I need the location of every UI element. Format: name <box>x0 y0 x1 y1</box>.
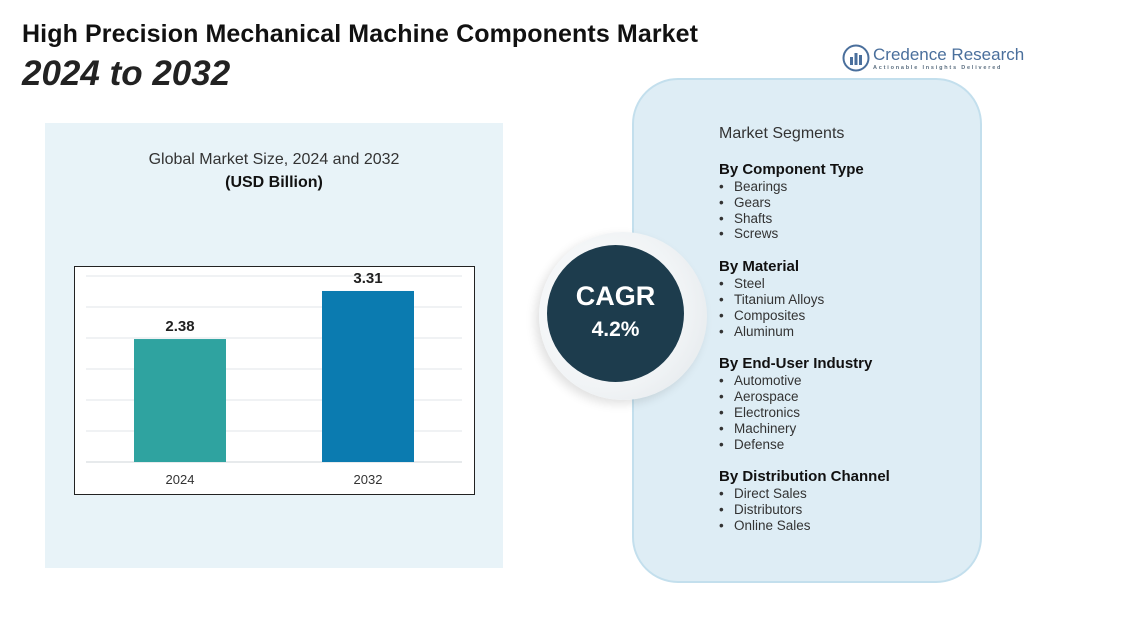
segment-item: Automotive <box>719 373 979 389</box>
segment-group-title: By Material <box>719 258 800 276</box>
bar-2024 <box>134 339 226 462</box>
logo-tagline: Actionable Insights Delivered <box>873 65 1003 71</box>
segment-item: Aluminum <box>719 324 979 340</box>
market-size-chart-panel: Global Market Size, 2024 and 2032 (USD B… <box>45 123 503 568</box>
market-segments-list: Market Segments By Component TypeBearing… <box>719 125 979 550</box>
segment-item: Machinery <box>719 421 979 437</box>
data-label: 2.38 <box>165 318 194 335</box>
segment-item: Electronics <box>719 405 979 421</box>
cagr-value: 4.2% <box>591 318 640 341</box>
page-title: High Precision Mechanical Machine Compon… <box>22 20 699 48</box>
segment-group: By Distribution ChannelDirect SalesDistr… <box>719 468 979 533</box>
page-subtitle-years: 2024 to 2032 <box>22 54 231 93</box>
credence-research-logo[interactable]: Credence Research Actionable Insights De… <box>842 44 1025 74</box>
data-label: 3.31 <box>353 270 382 287</box>
chart-title: Global Market Size, 2024 and 2032 <box>148 151 400 168</box>
segment-group-title: By Distribution Channel <box>719 468 890 486</box>
segment-item: Aerospace <box>719 389 979 405</box>
segment-item: Online Sales <box>719 518 979 534</box>
segment-group-title: By End-User Industry <box>719 355 873 373</box>
logo-name: Credence Research <box>873 45 1025 64</box>
segment-item: Distributors <box>719 502 979 518</box>
segment-item: Titanium Alloys <box>719 292 979 308</box>
segment-item: Screws <box>719 226 979 242</box>
segments-heading: Market Segments <box>719 125 845 142</box>
segment-item: Shafts <box>719 211 979 227</box>
cagr-badge: CAGR 4.2% <box>547 245 684 382</box>
x-tick-label: 2024 <box>166 472 195 487</box>
segment-item: Gears <box>719 195 979 211</box>
bar-chart-logo-icon <box>842 44 870 72</box>
segment-group: By Component TypeBearingsGearsShaftsScre… <box>719 161 979 242</box>
segment-group: By MaterialSteelTitanium AlloysComposite… <box>719 258 979 339</box>
chart-unit-subtitle: (USD Billion) <box>225 174 323 191</box>
bar-2032 <box>322 290 414 462</box>
segment-item: Bearings <box>719 179 979 195</box>
segment-item: Composites <box>719 308 979 324</box>
cagr-label: CAGR <box>575 281 656 311</box>
bar-chart: 2.38 2024 3.31 2032 <box>74 266 475 495</box>
segment-group-title: By Component Type <box>719 161 864 178</box>
segment-group: By End-User IndustryAutomotiveAerospaceE… <box>719 355 979 452</box>
segment-item: Defense <box>719 437 979 453</box>
x-tick-label: 2032 <box>354 472 383 487</box>
segment-item: Steel <box>719 276 979 292</box>
segment-item: Direct Sales <box>719 486 979 502</box>
